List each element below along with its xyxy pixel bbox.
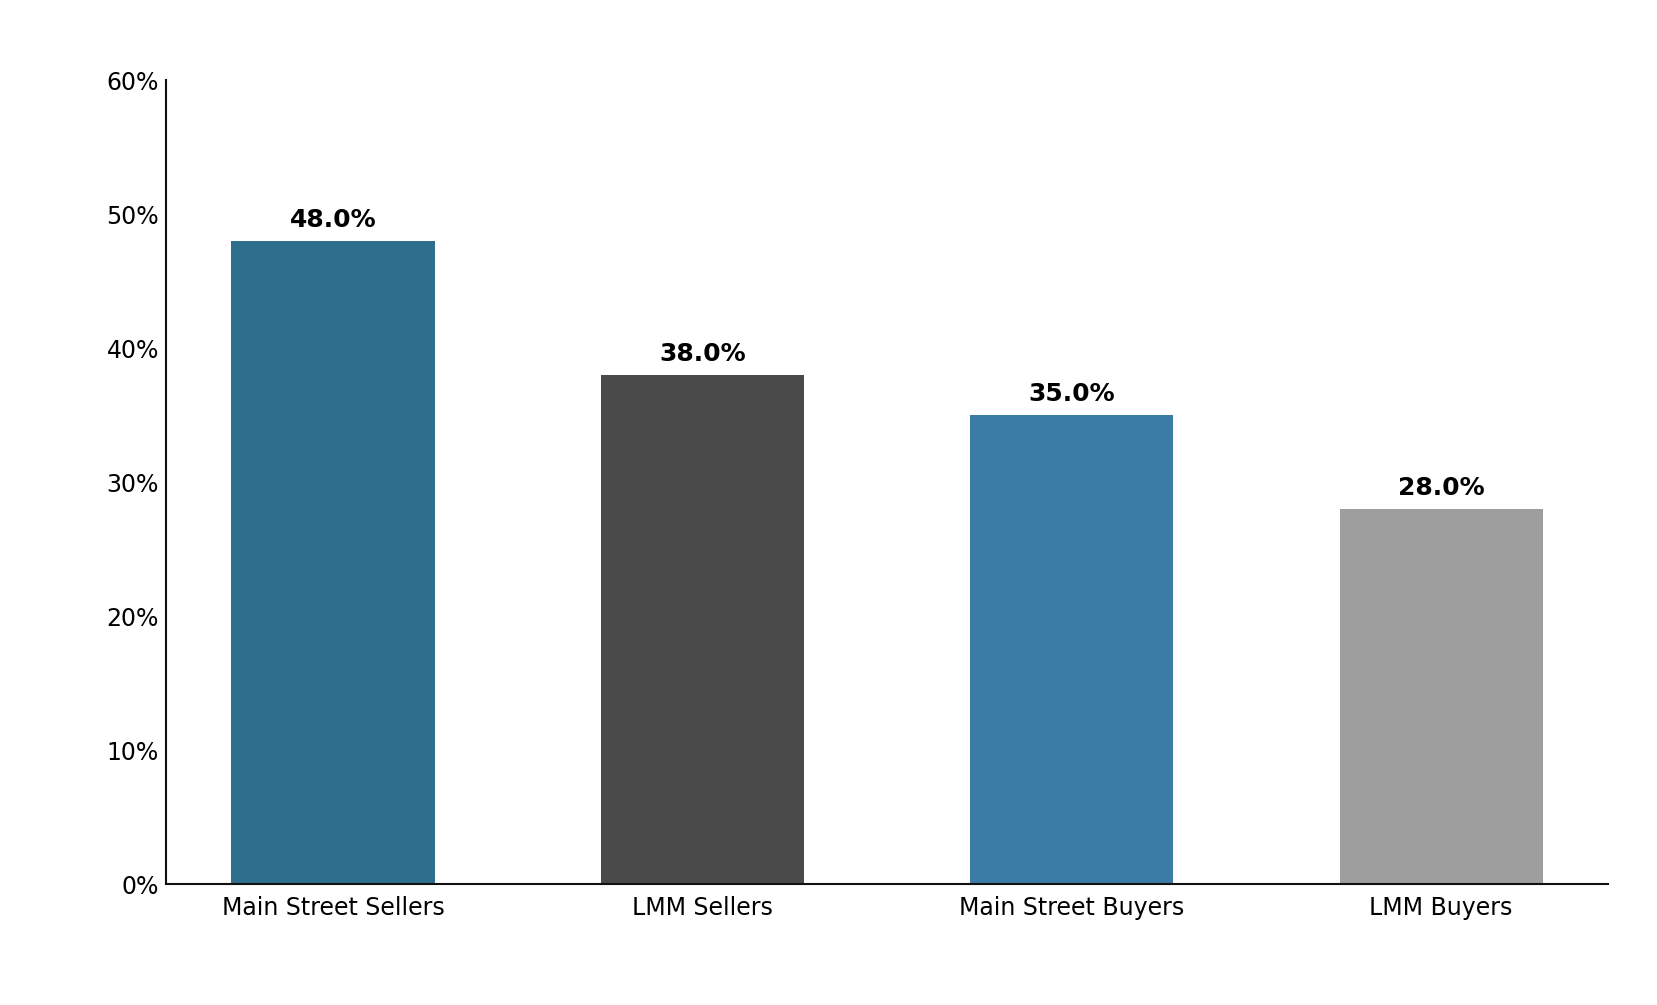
Text: 38.0%: 38.0% — [658, 342, 746, 366]
Text: 48.0%: 48.0% — [290, 208, 376, 232]
Bar — [600, 375, 804, 884]
Text: 35.0%: 35.0% — [1027, 382, 1115, 406]
Bar — [969, 415, 1173, 884]
Bar — [232, 241, 434, 884]
Text: 28.0%: 28.0% — [1397, 475, 1483, 499]
Bar — [1339, 510, 1541, 884]
